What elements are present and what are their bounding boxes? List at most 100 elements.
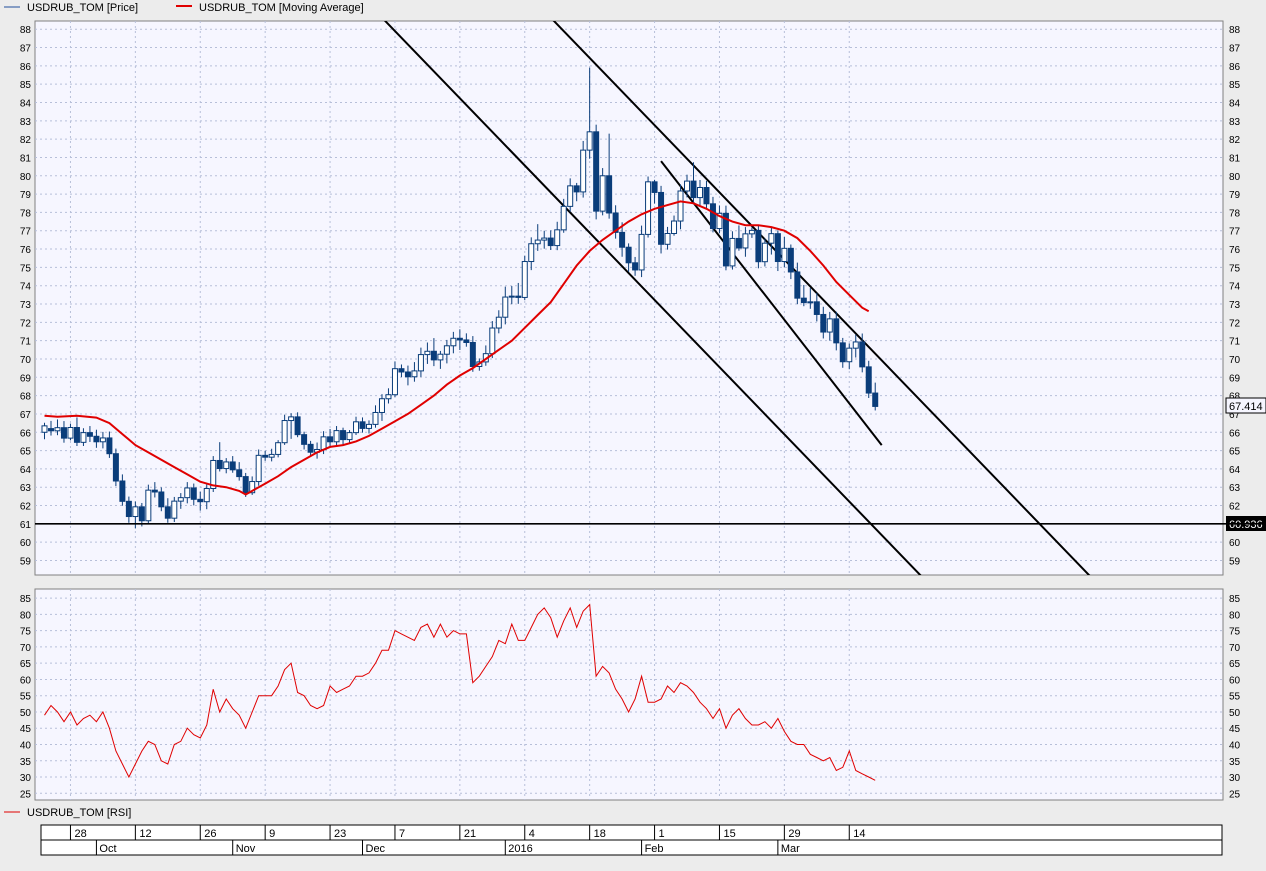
price-tick-label-right: 60 [1229,538,1241,549]
candle [229,456,236,473]
price-tick-label-left: 72 [20,318,32,329]
candle [125,496,132,523]
time-month-label: Nov [236,843,256,855]
candle [573,182,580,202]
candle [495,310,502,334]
price-tick-label-right: 68 [1229,392,1241,403]
candle [391,361,398,398]
price-tick-label-right: 59 [1229,557,1241,568]
price-tick-label-right: 62 [1229,502,1241,513]
time-day-label: 12 [139,828,151,840]
rsi-plot [44,603,876,781]
candle [774,230,781,272]
candle [696,179,703,207]
price-tick-label-left: 63 [20,483,32,494]
rsi-tick-label-left: 60 [20,675,32,686]
price-tick-label-left: 74 [20,282,32,293]
price-tick-label-left: 79 [20,190,32,201]
rsi-tick-label-right: 40 [1229,741,1241,752]
price-tick-label-left: 59 [20,557,32,568]
rsi-tick-label-right: 25 [1229,789,1241,800]
price-tick-label-left: 77 [20,227,32,238]
rsi-tick-label-right: 45 [1229,724,1241,735]
candle [417,347,424,377]
candle [106,431,113,458]
price-tick-label-right: 86 [1229,62,1241,73]
price-tick-label-right: 74 [1229,282,1241,293]
candle [242,472,249,497]
candle [709,196,716,233]
time-month-label: Feb [645,843,664,855]
time-month-label: 2016 [508,843,532,855]
candle [171,496,178,523]
time-month-label: Dec [366,843,386,855]
candle [372,405,379,428]
candle [625,243,632,272]
price-tick-label-left: 82 [20,135,32,146]
candle [599,168,606,216]
price-y-axis: 5959606061616262636364646565666667676868… [20,25,1241,567]
price-tick-label-right: 87 [1229,44,1241,55]
candle [852,334,859,358]
price-tick-label-left: 83 [20,117,32,128]
price-tick-label-left: 87 [20,44,32,55]
candle [534,224,541,251]
candle [645,176,652,238]
candle [216,442,223,472]
candle [580,140,587,198]
rsi-tick-label-right: 85 [1229,594,1241,605]
candle [619,222,626,257]
candle [262,450,269,461]
rsi-tick-label-left: 65 [20,659,32,670]
rsi-tick-label-left: 85 [20,594,32,605]
candle [73,417,80,446]
candle [359,417,366,433]
candle [658,185,665,254]
candle [378,394,385,421]
price-tick-label-right: 83 [1229,117,1241,128]
price-tick-label-left: 80 [20,172,32,183]
legend-ma-label: USDRUB_TOM [Moving Average] [199,2,364,14]
candle [502,286,509,325]
last-price-tag: 67.414 [1225,397,1266,414]
candle [865,360,872,399]
time-day-label: 1 [659,828,665,840]
candle [567,178,574,212]
rsi-tick-label-left: 35 [20,757,32,768]
candle [41,422,48,440]
time-day-label: 15 [723,828,735,840]
price-tick-label-left: 62 [20,502,32,513]
candle [99,431,106,449]
time-day-label: 29 [788,828,800,840]
candle [80,428,87,446]
time-day-label: 21 [464,828,476,840]
rsi-tick-label-right: 30 [1229,773,1241,784]
price-tick-label-right: 65 [1229,447,1241,458]
price-tick-label-left: 81 [20,153,32,164]
price-tick-label-left: 71 [20,337,32,348]
candle [197,491,204,511]
candle [820,306,827,339]
rsi-line [44,603,876,781]
price-plot [41,21,1091,575]
rsi-tick-label-left: 75 [20,627,32,638]
price-tick-label-left: 68 [20,392,32,403]
trend-line [552,21,1091,575]
candle [398,364,405,378]
candle [813,292,820,322]
last-price-value: 67.414 [1229,401,1263,413]
rsi-tick-label-left: 50 [20,708,32,719]
candle [703,180,710,209]
candle [729,231,736,270]
candle [677,184,684,230]
candle [800,284,807,307]
rsi-tick-label-left: 30 [20,773,32,784]
candle [236,462,243,481]
price-tick-label-left: 75 [20,263,32,274]
price-tick-label-left: 70 [20,355,32,366]
candle [138,502,145,527]
price-tick-label-left: 66 [20,428,32,439]
price-tick-label-left: 85 [20,80,32,91]
price-tick-label-right: 69 [1229,373,1241,384]
candle [690,162,697,204]
